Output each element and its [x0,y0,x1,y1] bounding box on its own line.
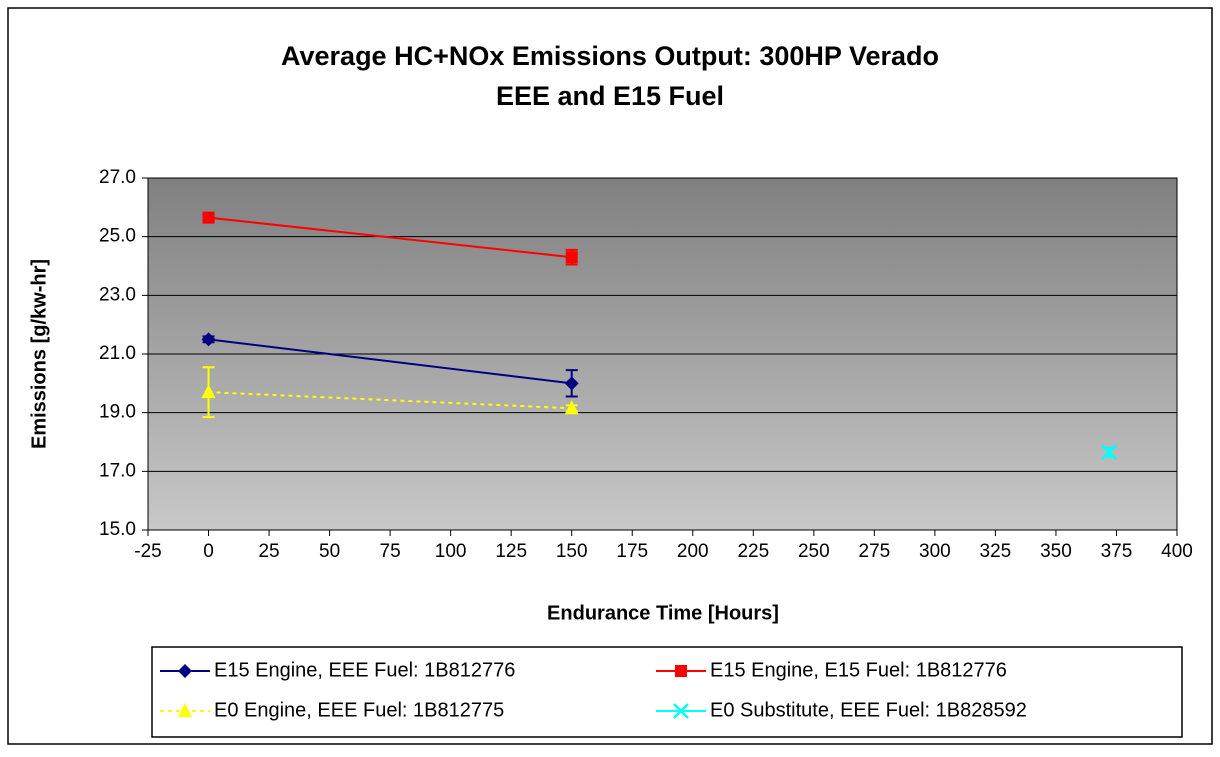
x-tick-label: 325 [980,541,1012,562]
data-point [1101,444,1118,461]
data-point [564,376,579,391]
x-tick-label: 300 [919,541,951,562]
chart-subtitle: EEE and E15 Fuel [496,81,724,111]
legend-label: E15 Engine, E15 Fuel: 1B812776 [710,659,1007,681]
x-tick-label: 125 [495,541,527,562]
x-tick-label: -25 [134,541,161,562]
x-tick-label: 375 [1101,541,1133,562]
legend-label: E0 Engine, EEE Fuel: 1B812775 [214,699,504,721]
x-tick-label: 100 [435,541,467,562]
x-tick-label: 350 [1040,541,1072,562]
legend-label: E15 Engine, EEE Fuel: 1B812776 [214,659,515,681]
x-tick-label: 200 [677,541,709,562]
x-tick-label: 75 [380,541,401,562]
data-point [201,384,216,399]
data-point [202,211,215,224]
data-point [565,251,578,264]
x-tick-label: 150 [556,541,588,562]
series-line [208,338,572,385]
y-tick-label: 19.0 [99,402,136,423]
series-line [208,216,572,259]
x-axis-label: Endurance Time [Hours] [547,602,779,624]
x-tick-label: 50 [319,541,340,562]
y-tick-label: 17.0 [99,460,136,481]
x-tick-label: 25 [258,541,279,562]
x-tick-label: 225 [737,541,769,562]
y-tick-label: 25.0 [99,226,136,247]
legend-marker [178,664,192,678]
y-axis-label: Emissions [g/kw-hr] [28,259,50,449]
legend-marker [178,703,192,717]
x-tick-label: 400 [1161,541,1193,562]
legend-marker [673,703,689,719]
x-tick-label: 175 [616,541,648,562]
x-tick-label: 250 [798,541,830,562]
x-tick-label: 0 [203,541,214,562]
legend-label: E0 Substitute, EEE Fuel: 1B828592 [710,699,1027,721]
data-point [564,400,579,415]
legend-marker [675,665,687,677]
legend-box [151,646,1183,738]
data-point [201,332,216,347]
y-tick-label: 27.0 [99,167,136,188]
y-tick-label: 21.0 [99,343,136,364]
chart-title: Average HC+NOx Emissions Output: 300HP V… [281,41,939,71]
y-tick-label: 15.0 [99,519,136,540]
x-tick-label: 275 [859,541,891,562]
y-tick-label: 23.0 [99,284,136,305]
